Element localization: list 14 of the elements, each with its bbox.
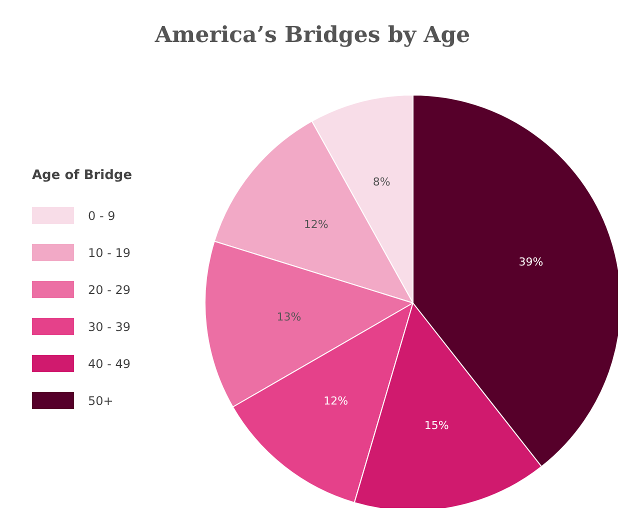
legend-label: 50+ [88,394,114,408]
data-label: 15% [424,419,449,432]
data-label: 13% [276,310,302,324]
legend-label: 40 - 49 [88,356,130,370]
data-label: 12% [304,218,328,231]
legend-label: 0 - 9 [88,208,116,222]
chart-title: America’s Bridges by Age [154,22,472,48]
data-label: 39% [518,256,544,269]
legend-label: 30 - 39 [88,320,130,334]
data-label: 8% [372,176,390,189]
legend-label: 20 - 29 [88,282,130,296]
legend-label: 10 - 19 [88,246,130,260]
legend-title: Age of Bridge [32,168,132,183]
data-label: 12% [324,394,348,408]
